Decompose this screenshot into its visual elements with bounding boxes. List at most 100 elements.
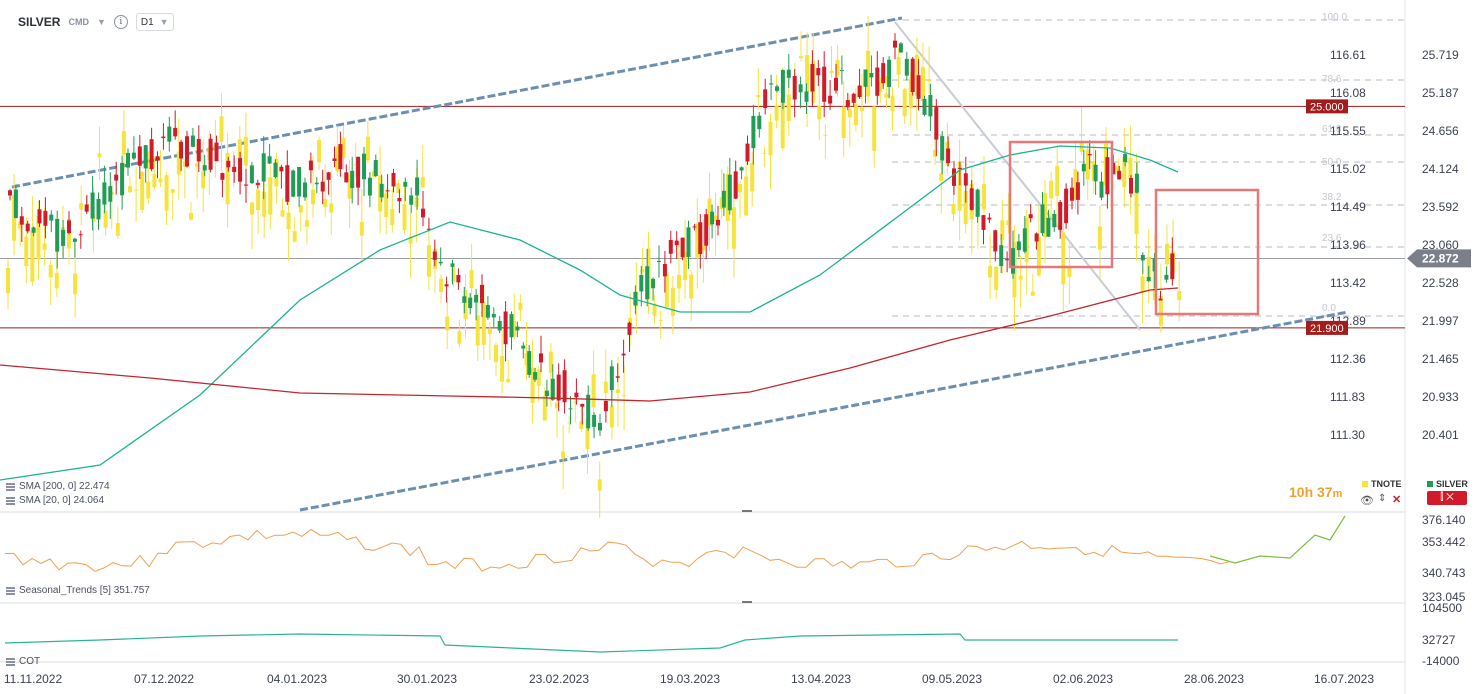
tnote-candle [719, 197, 724, 209]
silver-candle [155, 156, 160, 161]
silver-candle [574, 392, 579, 398]
silver-candle [285, 165, 290, 202]
silver-candle [438, 261, 443, 264]
silver-candle [267, 156, 272, 164]
silver-candle [1081, 163, 1086, 172]
silver-tick-label: 25.187 [1422, 86, 1459, 100]
silver-candle [834, 77, 838, 91]
tnote-candle [48, 264, 53, 278]
silver-candle [645, 266, 650, 300]
tnote-candle [591, 374, 596, 408]
tnote-candle [1128, 157, 1133, 180]
silver-candle [898, 43, 903, 53]
menu-icon[interactable] [6, 586, 15, 595]
silver-candle [273, 162, 278, 177]
tnote-candle [317, 139, 322, 163]
tnote-candle [481, 301, 486, 345]
tnote-candle [268, 177, 273, 215]
silver-candle [568, 408, 573, 410]
silver-candle [1134, 173, 1139, 193]
silver-candle [763, 89, 768, 109]
tnote-candle [311, 189, 315, 205]
silver-tick-label: 21.465 [1422, 352, 1459, 366]
tnote-candle [670, 287, 675, 317]
silver-candle [90, 192, 95, 219]
silver-tick-label: 25.719 [1422, 48, 1459, 62]
silver-candle [167, 126, 172, 142]
silver-candle [25, 223, 30, 232]
silver-candle [887, 59, 892, 87]
cot-tick-label: -14000 [1422, 654, 1460, 668]
tnote-candle [939, 173, 944, 182]
silver-tick-label: 23.060 [1422, 238, 1459, 252]
silver-candle [214, 142, 219, 162]
tnote-candle [487, 329, 492, 335]
silver-candle [385, 190, 390, 192]
tnote-tick-label: 113.42 [1330, 276, 1366, 290]
menu-icon[interactable] [6, 496, 15, 505]
tnote-candle [896, 57, 901, 75]
tnote-candle [121, 131, 126, 155]
tnote-candle [335, 146, 340, 172]
tnote-candle [79, 203, 84, 210]
tnote-candle [908, 78, 913, 109]
silver-candle [373, 160, 378, 177]
date-tick-label: 19.03.2023 [660, 672, 720, 686]
silver-tick-label: 20.401 [1422, 428, 1459, 442]
silver-candle [291, 170, 296, 197]
silver-candle [320, 181, 325, 192]
tnote-candle [298, 205, 303, 213]
tnote-candle [579, 421, 584, 429]
tnote-candle [304, 220, 309, 227]
menu-icon[interactable] [6, 657, 15, 666]
silver-candle [828, 95, 833, 104]
tnote-candle [609, 405, 614, 428]
silver-candle [1046, 217, 1051, 237]
tnote-candle [957, 162, 962, 211]
silver-candle [409, 195, 414, 205]
silver-candle [491, 313, 496, 318]
info-icon[interactable]: i [113, 15, 128, 29]
menu-icon[interactable] [6, 482, 15, 491]
silver-candle [603, 400, 608, 412]
legend-silver[interactable]: SILVER [1427, 479, 1468, 489]
legend-tnote[interactable]: TNOTE [1362, 479, 1402, 489]
silver-candle [1011, 248, 1015, 274]
tnote-candle [115, 222, 120, 236]
cot-label[interactable]: COT [6, 656, 40, 667]
silver-tick-label: 22.528 [1422, 276, 1459, 290]
seasonal-label[interactable]: Seasonal_Trends [5] 351.757 [6, 585, 150, 596]
seasonal-tick-label: 340.743 [1422, 566, 1466, 580]
chevron-down-icon[interactable]: ▼ [96, 17, 106, 27]
sma20-label[interactable]: SMA [20, 0] 24.064 [6, 495, 104, 506]
reorder-icon[interactable]: ⇕ [1378, 493, 1387, 504]
tnote-candle [1073, 169, 1078, 200]
silver-candle [798, 84, 803, 93]
close-icon[interactable]: ✕ [1392, 494, 1402, 506]
sma200-label[interactable]: SMA [200, 0] 22.474 [6, 481, 110, 492]
symbol-label[interactable]: SILVER [18, 15, 61, 29]
tnote-candle [799, 56, 803, 59]
timeframe-select[interactable]: D1 ▼ [135, 13, 174, 31]
silver-candle [598, 422, 602, 431]
silver-tick-label: 21.997 [1422, 314, 1459, 328]
eye-icon[interactable]: 👁 [1360, 495, 1374, 507]
tnote-tick-label: 116.08 [1330, 86, 1366, 100]
remove-compare-button[interactable]: ⫿ ✕ [1427, 491, 1467, 505]
silver-candle [185, 136, 189, 167]
tnote-candle [73, 273, 78, 295]
tnote-candle [878, 80, 883, 92]
date-tick-label: 07.12.2022 [134, 672, 194, 686]
tnote-candle [1049, 180, 1054, 199]
silver-candle [350, 170, 355, 189]
silver-candle [1164, 274, 1169, 280]
fib-label: 23.6 [1322, 233, 1342, 244]
tnote-candle [829, 70, 834, 73]
silver-candle [249, 165, 254, 184]
silver-candle [344, 172, 349, 183]
silver-candle [928, 94, 933, 117]
tnote-candle [1061, 232, 1066, 285]
tnote-tick-label: 116.61 [1330, 48, 1366, 62]
tnote-candle [201, 171, 206, 189]
